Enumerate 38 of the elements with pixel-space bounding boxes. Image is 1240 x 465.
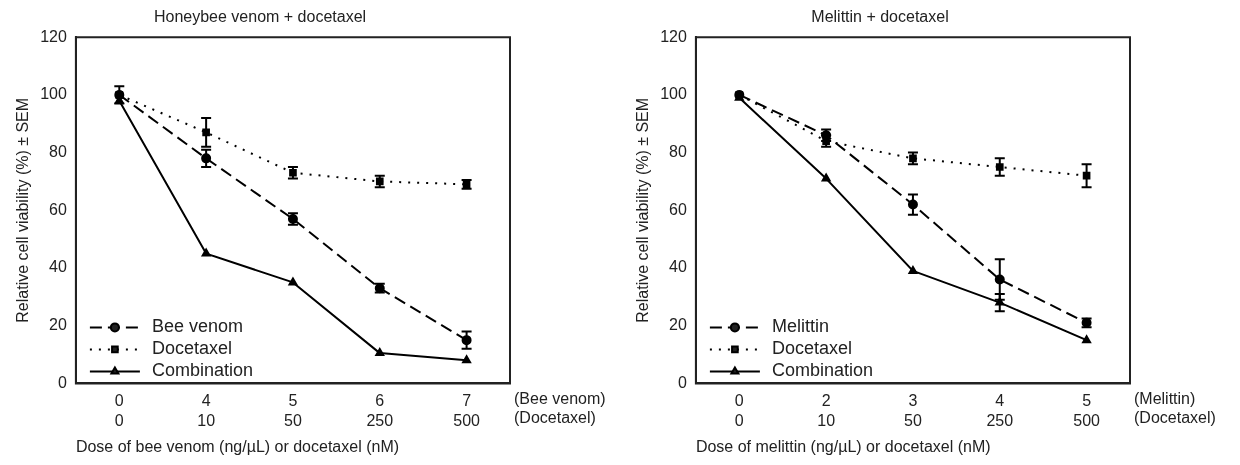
y-tick-label: 0 <box>677 373 687 391</box>
x-tick-label: 4 10 <box>197 392 216 429</box>
text: (Melittin) (Docetaxel) <box>1134 389 1216 426</box>
x-tick-label: 5 500 <box>1073 392 1101 429</box>
y-tick-label: 40 <box>49 258 67 276</box>
x-tick-label: 0 0 <box>734 392 744 429</box>
y-tick-label: 20 <box>49 316 67 334</box>
y-tick-label: 40 <box>669 258 687 276</box>
legend-label: Bee venom <box>151 316 243 337</box>
legend-label: Combination <box>771 360 873 381</box>
legend-label: Combination <box>151 360 253 381</box>
legend-label: Docetaxel <box>771 338 852 359</box>
y-tick-label: 80 <box>669 143 687 161</box>
x-tick-label: 4 250 <box>986 392 1014 429</box>
legend-label: Melittin <box>771 316 829 337</box>
y-axis-title: Relative cell viability (%) ± SEM <box>14 97 32 323</box>
x-tick-label: 2 10 <box>817 392 836 429</box>
y-tick-label: 100 <box>40 85 67 103</box>
x-tick-label: 3 50 <box>904 392 922 429</box>
y-tick-label: 60 <box>669 200 687 218</box>
y-tick-label: 20 <box>669 316 687 334</box>
x-tick-label: 5 50 <box>284 392 302 429</box>
x-axis-title: Dose of melittin (ng/µL) or docetaxel (nM) <box>695 437 991 455</box>
y-tick-label: 60 <box>49 200 67 218</box>
x-tick-label: 0 0 <box>114 392 124 429</box>
x-tick-label: 7 500 <box>453 392 481 429</box>
y-tick-label: 120 <box>40 27 67 45</box>
chart-title: Honeybee venom + docetaxel <box>153 8 367 26</box>
y-tick-label: 120 <box>660 27 687 45</box>
x-axis-title: Dose of bee venom (ng/µL) or docetaxel (nM) <box>75 437 400 455</box>
legend-label: Docetaxel <box>151 338 232 359</box>
y-tick-label: 100 <box>660 85 687 103</box>
y-tick-label: 80 <box>49 143 67 161</box>
text: (Bee venom) (Docetaxel) <box>514 389 606 426</box>
y-axis-title: Relative cell viability (%) ± SEM <box>634 97 652 323</box>
chart-title: Melittin + docetaxel <box>811 8 949 26</box>
y-tick-label: 0 <box>57 373 67 391</box>
x-tick-label: 6 250 <box>366 392 394 429</box>
